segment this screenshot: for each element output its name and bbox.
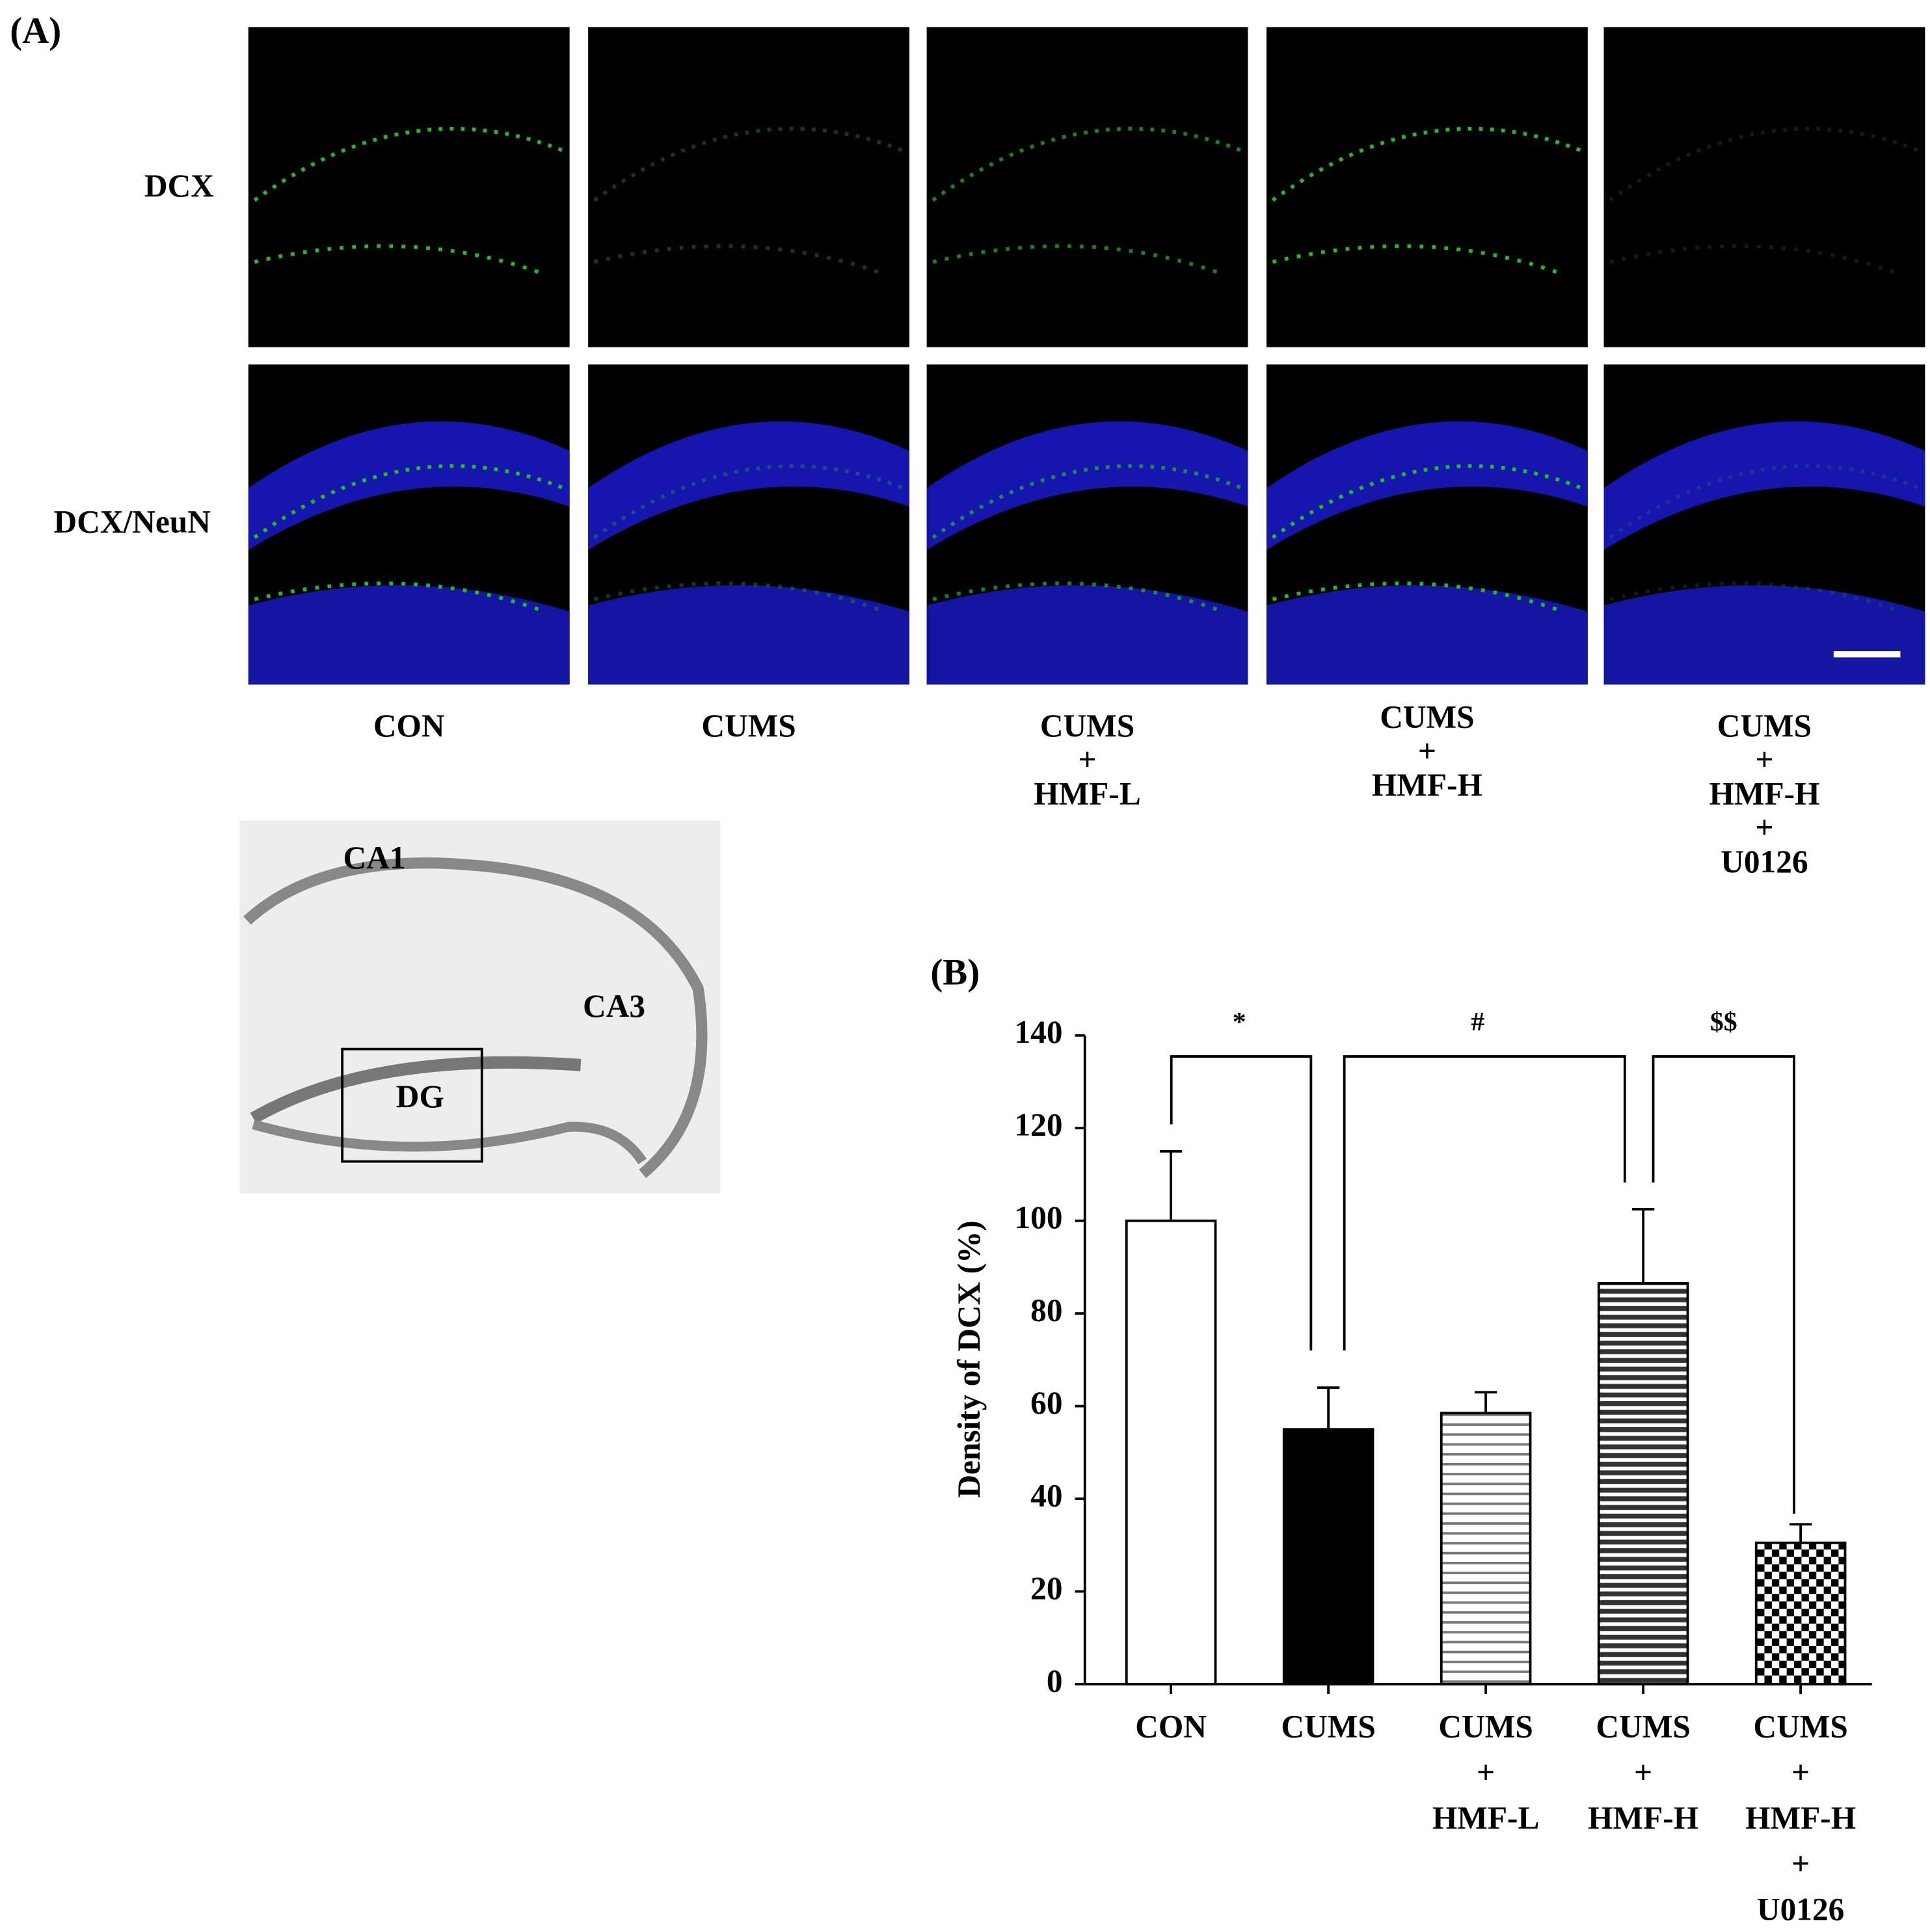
dg-band (252, 1120, 647, 1164)
inset-label: DG (396, 1079, 444, 1114)
column-label: CUMS (1717, 708, 1812, 744)
dg-band (250, 1056, 582, 1124)
x-tick-label: + (1477, 1754, 1495, 1790)
x-tick-label: HMF-L (1432, 1800, 1540, 1836)
y-tick-label: 60 (1030, 1385, 1062, 1421)
dcx-signal (931, 464, 1243, 539)
significance-bracket (1170, 1055, 1313, 1351)
micrographs: CON CUMS CUMS+HMF-LCUMS+HMF-HCUMS+HMF-H+U0… (54, 27, 1925, 879)
x-tick-label: HMF-H (1588, 1800, 1698, 1836)
dcx-signal (1272, 582, 1564, 613)
chart: 0 20 40 60 80 100 120 140 CON CUMS CUMS + HMF-L CUMS +… (1014, 1007, 1872, 1927)
y-tick-label: 20 (1030, 1570, 1062, 1606)
column-label: CON (373, 708, 445, 744)
micrograph (588, 27, 910, 347)
x-tick-label: + (1634, 1754, 1652, 1790)
x-tick-label: CUMS (1438, 1709, 1533, 1745)
significance-label: # (1471, 1007, 1484, 1037)
dcx-signal (1609, 582, 1901, 613)
dcx-signal (1609, 244, 1901, 276)
neun-band (248, 585, 570, 685)
column-label: + (1418, 733, 1436, 769)
y-axis-label: Density of DCX (%) (951, 1220, 987, 1497)
neun-band (1266, 421, 1588, 550)
column-label: + (1755, 810, 1773, 846)
dcx-signal (1609, 464, 1920, 539)
neun-band (1603, 585, 1925, 685)
inset-label: CA3 (583, 988, 645, 1024)
significance-bracket (1343, 1055, 1626, 1351)
ca-band (243, 857, 708, 1179)
neun-band (926, 585, 1248, 685)
panel-label: (B) (930, 952, 980, 993)
column-label: CUMS (701, 708, 796, 744)
significance-label: * (1233, 1007, 1246, 1037)
column-label: HMF-L (1034, 775, 1141, 811)
x-tick-label: CON (1135, 1709, 1207, 1745)
panel-label: (A) (10, 10, 61, 51)
y-tick-label: 100 (1014, 1200, 1062, 1235)
x-tick-label: HMF-H (1745, 1800, 1856, 1836)
column-label: CUMS (1380, 699, 1474, 735)
column-label: CUMS (1040, 708, 1134, 744)
column-label: HMF-H (1709, 775, 1819, 811)
y-tick-label: 120 (1014, 1107, 1062, 1143)
scale-bar (1833, 651, 1901, 658)
bar (1754, 1541, 1847, 1685)
dcx-signal (593, 244, 886, 276)
micrograph (1603, 27, 1925, 347)
dcx-signal (931, 126, 1243, 202)
significance-label: $$ (1710, 1007, 1737, 1037)
x-tick-label: CUMS (1281, 1709, 1375, 1745)
significance-bracket (1652, 1055, 1795, 1514)
neun-band (1603, 421, 1925, 550)
dcx-signal (932, 582, 1224, 613)
neun-band (926, 421, 1248, 550)
bar (1282, 1428, 1374, 1685)
column-label: + (1755, 742, 1773, 777)
column-label: + (1078, 742, 1096, 777)
column-label: HMF-H (1372, 767, 1482, 803)
column-label: U0126 (1721, 844, 1808, 879)
dcx-signal (593, 126, 904, 202)
micrograph (926, 27, 1248, 347)
y-tick-label: 140 (1014, 1014, 1062, 1050)
bar (1440, 1412, 1532, 1685)
dcx-signal (1272, 244, 1564, 276)
x-tick-label: + (1791, 1845, 1810, 1881)
y-tick-label: 80 (1030, 1292, 1062, 1328)
y-tick-label: 40 (1030, 1477, 1062, 1513)
bar (1597, 1281, 1689, 1685)
dcx-signal (932, 244, 1224, 276)
row-label: DCX (144, 168, 214, 204)
dcx-signal (1609, 126, 1920, 202)
neun-band (588, 585, 910, 685)
dcx-signal (593, 582, 886, 613)
row-label: DCX/NeuN (54, 504, 211, 540)
dcx-signal (253, 464, 565, 539)
x-tick-label: U0126 (1757, 1892, 1844, 1927)
y-tick-label: 0 (1047, 1663, 1063, 1698)
neun-band (248, 421, 570, 550)
neun-band (588, 421, 910, 550)
neun-band (1266, 585, 1588, 685)
x-tick-label: CUMS (1596, 1709, 1690, 1745)
dcx-signal (1271, 126, 1583, 202)
dcx-signal (254, 244, 546, 276)
inset-label: CA1 (343, 840, 406, 876)
x-tick-label: + (1791, 1754, 1810, 1790)
micrograph (248, 27, 570, 347)
x-tick-label: CUMS (1753, 1709, 1847, 1745)
micrograph (1266, 27, 1588, 347)
dcx-signal (1271, 464, 1583, 539)
inset: CA1 CA3 DG (239, 820, 721, 1194)
dcx-signal (593, 464, 904, 539)
dg-box (341, 1047, 483, 1163)
dcx-signal (253, 126, 565, 202)
dcx-signal (254, 582, 546, 613)
bar (1125, 1219, 1217, 1685)
